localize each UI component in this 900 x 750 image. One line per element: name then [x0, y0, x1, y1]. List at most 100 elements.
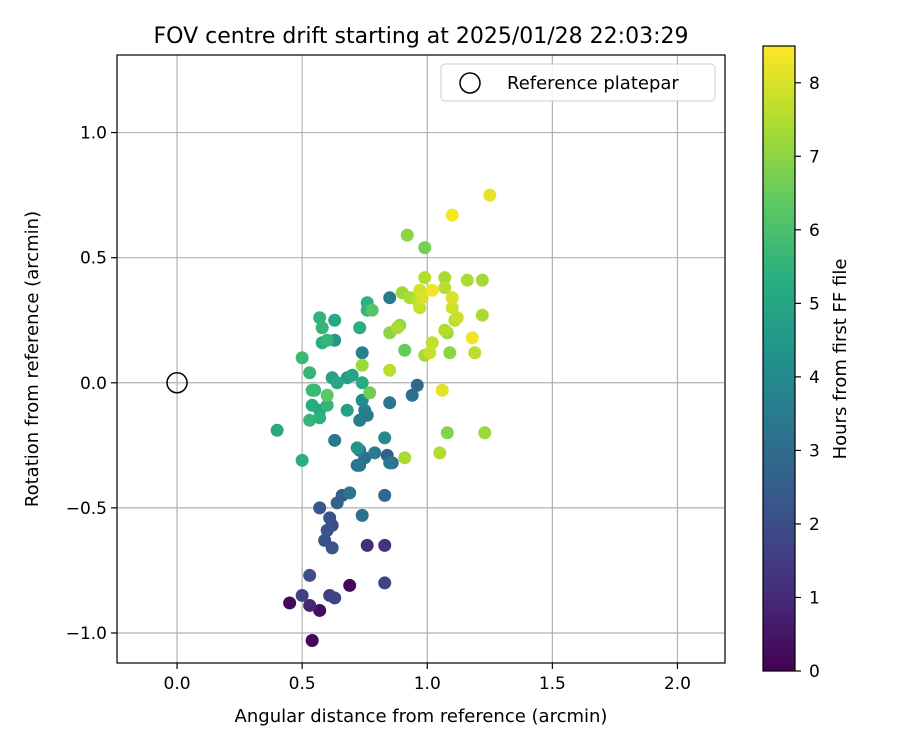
- legend-marker: [459, 72, 481, 94]
- data-point: [378, 538, 392, 552]
- x-axis-ticks: 0.0 0.5 1.0 1.5 2.0: [164, 663, 691, 694]
- data-point: [295, 453, 309, 467]
- data-point: [433, 446, 447, 460]
- data-point: [355, 358, 369, 372]
- data-point: [358, 403, 372, 417]
- data-point: [355, 376, 369, 390]
- data-point: [328, 313, 342, 327]
- data-point: [363, 386, 377, 400]
- data-point: [303, 598, 317, 612]
- data-point: [398, 451, 412, 465]
- data-point: [425, 283, 439, 297]
- data-point: [303, 568, 317, 582]
- colorbar-tick-label: 3: [809, 441, 820, 461]
- reference-marker: [166, 372, 188, 394]
- legend-label: Reference platepar: [507, 73, 679, 94]
- colorbar-tick-label: 8: [809, 74, 820, 94]
- colorbar-tick-label: 4: [809, 368, 820, 388]
- y-axis-ticks: −1.0 −0.5 0.0 0.5 1.0: [66, 124, 117, 644]
- colorbar-tick-label: 7: [809, 147, 820, 167]
- data-point: [325, 541, 339, 555]
- data-point: [328, 591, 342, 605]
- data-point: [413, 301, 427, 315]
- data-point: [398, 343, 412, 357]
- colorbar-tick-label: 5: [809, 294, 820, 314]
- y-axis-label: Rotation from reference (arcmin): [22, 211, 43, 507]
- data-point: [378, 431, 392, 445]
- colorbar: 0 1 2 3 4 5 6 7 8 Hours from first FF file: [762, 45, 851, 682]
- data-point: [365, 303, 379, 317]
- y-tick-label: 0.0: [80, 374, 107, 394]
- data-point: [295, 588, 309, 602]
- data-point: [400, 228, 414, 242]
- data-point: [360, 538, 374, 552]
- data-point: [340, 403, 354, 417]
- data-point: [320, 388, 334, 402]
- plot-frame: [116, 54, 726, 664]
- data-point: [283, 596, 297, 610]
- data-point: [465, 331, 479, 345]
- data-point: [303, 366, 317, 380]
- data-point: [330, 496, 344, 510]
- data-point: [478, 426, 492, 440]
- data-point: [450, 311, 464, 325]
- data-point: [303, 413, 317, 427]
- data-point: [328, 433, 342, 447]
- data-point: [460, 273, 474, 287]
- data-point: [313, 501, 327, 515]
- data-point: [438, 323, 452, 337]
- data-point: [378, 576, 392, 590]
- data-point: [343, 578, 357, 592]
- colorbar-ticks: 0 1 2 3 4 5 6 7 8: [795, 74, 820, 682]
- data-point: [330, 376, 344, 390]
- data-point: [383, 456, 397, 470]
- colorbar-tick-label: 6: [809, 221, 820, 241]
- colorbar-tick-label: 2: [809, 515, 820, 535]
- data-point: [368, 446, 382, 460]
- data-point: [305, 383, 319, 397]
- x-tick-label: 0.0: [164, 674, 191, 694]
- data-point: [320, 523, 334, 537]
- data-point: [475, 308, 489, 322]
- colorbar-label: Hours from first FF file: [830, 259, 851, 460]
- data-point: [270, 423, 284, 437]
- data-point: [353, 458, 367, 472]
- data-point: [425, 336, 439, 350]
- data-point: [468, 346, 482, 360]
- data-point: [323, 511, 337, 525]
- data-point: [415, 291, 429, 305]
- y-tick-label: −1.0: [66, 624, 107, 644]
- y-tick-label: −0.5: [66, 499, 107, 519]
- data-point: [313, 311, 327, 325]
- chart-title: FOV centre drift starting at 2025/01/28 …: [154, 24, 689, 49]
- legend-box: [440, 63, 716, 102]
- x-tick-label: 1.5: [539, 674, 566, 694]
- data-point: [295, 351, 309, 365]
- data-point: [353, 321, 367, 335]
- data-point: [315, 321, 329, 335]
- data-point: [438, 271, 452, 285]
- data-point: [483, 188, 497, 202]
- colorbar-tick-label: 0: [809, 662, 820, 682]
- legend: Reference platepar: [440, 63, 716, 102]
- data-point: [383, 291, 397, 305]
- data-points: [270, 188, 497, 647]
- data-point: [305, 633, 319, 647]
- data-point: [313, 603, 327, 617]
- data-point: [410, 378, 424, 392]
- data-point: [353, 413, 367, 427]
- data-point: [423, 346, 437, 360]
- data-point: [475, 273, 489, 287]
- x-axis-label: Angular distance from reference (arcmin): [235, 706, 608, 727]
- data-point: [443, 346, 457, 360]
- data-point: [418, 271, 432, 285]
- data-point: [445, 301, 459, 315]
- data-point: [440, 426, 454, 440]
- data-point: [345, 368, 359, 382]
- data-point: [390, 321, 404, 335]
- y-tick-label: 0.5: [80, 249, 107, 269]
- data-point: [343, 486, 357, 500]
- data-point: [350, 441, 364, 455]
- data-point: [383, 363, 397, 377]
